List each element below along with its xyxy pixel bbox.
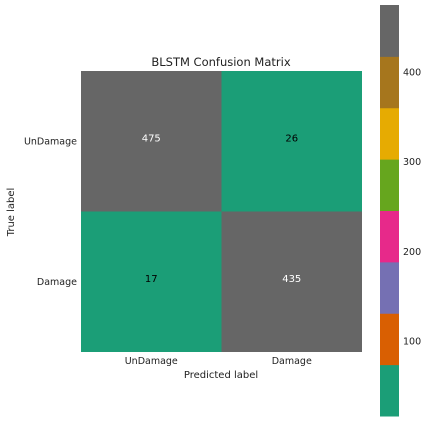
heatmap-cell xyxy=(81,211,222,352)
y-tick-label: Damage xyxy=(37,277,77,288)
colorbar-tick-label: 300 xyxy=(403,157,421,168)
colorbar-segment xyxy=(380,261,399,314)
colorbar-tick-label: 400 xyxy=(403,67,421,78)
y-axis-ticks: UnDamage Damage xyxy=(24,136,77,288)
colorbar xyxy=(380,5,399,417)
heatmap-cell xyxy=(221,211,362,352)
x-axis-label: Predicted label xyxy=(184,370,258,381)
colorbar-segment xyxy=(380,5,399,57)
colorbar-segment xyxy=(380,56,399,109)
heatmap-cell xyxy=(221,71,362,212)
colorbar-segment xyxy=(380,107,399,160)
colorbar-tick-label: 200 xyxy=(403,247,421,258)
heatmap-cells xyxy=(81,71,362,352)
colorbar-segment xyxy=(380,364,399,417)
cell-value-label: 475 xyxy=(142,133,161,144)
heatmap-cell-labels: 475 26 17 435 xyxy=(142,133,302,285)
x-tick-label: UnDamage xyxy=(125,356,178,367)
colorbar-segment xyxy=(380,210,399,263)
cell-value-label: 17 xyxy=(145,274,158,285)
y-tick-label: UnDamage xyxy=(24,136,77,147)
colorbar-segment xyxy=(380,159,399,211)
colorbar-segment xyxy=(380,313,399,366)
heatmap-cell xyxy=(81,71,222,212)
y-axis-label: True label xyxy=(6,188,17,238)
colorbar-ticks: 100 200 300 400 xyxy=(403,67,421,347)
colorbar-tick-label: 100 xyxy=(403,337,421,348)
chart-title: BLSTM Confusion Matrix xyxy=(151,55,290,69)
cell-value-label: 26 xyxy=(285,133,298,144)
x-axis-ticks: UnDamage Damage xyxy=(125,356,312,367)
x-tick-label: Damage xyxy=(272,356,312,367)
cell-value-label: 435 xyxy=(282,274,301,285)
